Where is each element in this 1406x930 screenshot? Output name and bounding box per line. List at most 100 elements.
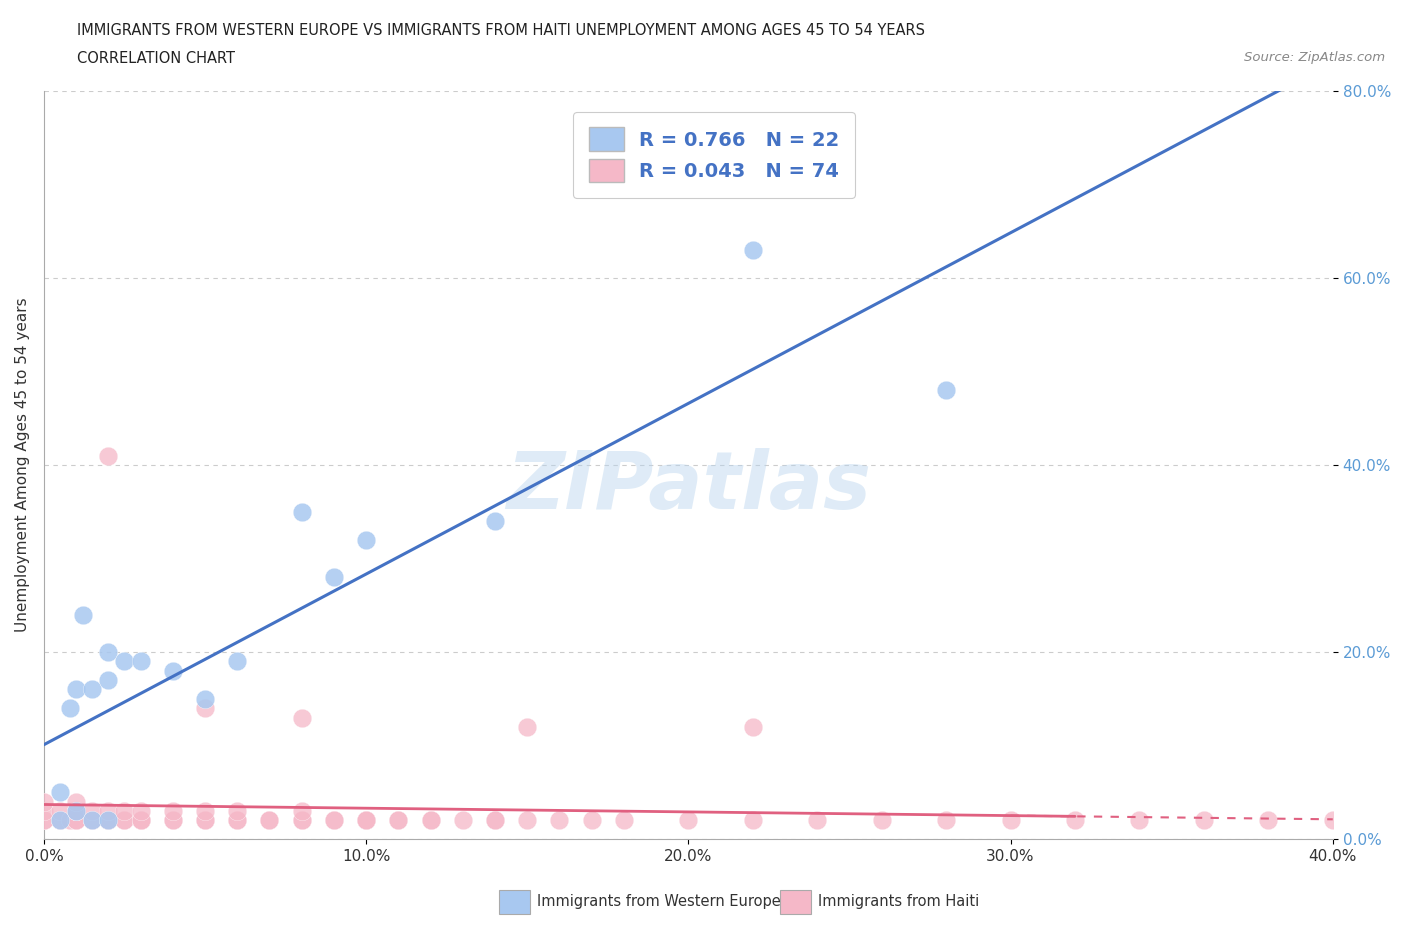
- Point: [935, 813, 957, 828]
- Point: [97, 813, 120, 828]
- Point: [129, 804, 152, 818]
- Point: [194, 813, 217, 828]
- Point: [291, 813, 314, 828]
- Point: [114, 654, 136, 669]
- Point: [806, 813, 828, 828]
- Point: [49, 813, 72, 828]
- Point: [65, 804, 87, 818]
- Point: [419, 813, 441, 828]
- Point: [291, 504, 314, 519]
- Point: [516, 813, 538, 828]
- Point: [162, 813, 184, 828]
- Point: [1192, 813, 1215, 828]
- Point: [322, 570, 344, 585]
- Text: Immigrants from Western Europe: Immigrants from Western Europe: [537, 894, 780, 909]
- Point: [82, 813, 104, 828]
- Point: [114, 813, 136, 828]
- Point: [162, 663, 184, 678]
- Point: [32, 813, 55, 828]
- Point: [129, 813, 152, 828]
- Point: [291, 804, 314, 818]
- Point: [114, 804, 136, 818]
- Point: [419, 813, 441, 828]
- Text: Immigrants from Haiti: Immigrants from Haiti: [818, 894, 980, 909]
- Text: IMMIGRANTS FROM WESTERN EUROPE VS IMMIGRANTS FROM HAITI UNEMPLOYMENT AMONG AGES : IMMIGRANTS FROM WESTERN EUROPE VS IMMIGR…: [77, 23, 925, 38]
- Text: CORRELATION CHART: CORRELATION CHART: [77, 51, 235, 66]
- Point: [194, 691, 217, 706]
- Point: [59, 813, 82, 828]
- Point: [484, 513, 506, 528]
- Point: [291, 813, 314, 828]
- Point: [49, 804, 72, 818]
- Point: [97, 813, 120, 828]
- Point: [870, 813, 893, 828]
- Point: [129, 813, 152, 828]
- Point: [65, 813, 87, 828]
- Point: [291, 711, 314, 725]
- Point: [97, 813, 120, 828]
- Point: [97, 644, 120, 659]
- Point: [194, 700, 217, 715]
- Point: [59, 700, 82, 715]
- Point: [72, 607, 94, 622]
- Y-axis label: Unemployment Among Ages 45 to 54 years: Unemployment Among Ages 45 to 54 years: [15, 298, 30, 632]
- Point: [162, 804, 184, 818]
- Point: [484, 813, 506, 828]
- Point: [354, 813, 377, 828]
- Text: ZIPatlas: ZIPatlas: [506, 448, 870, 526]
- Point: [1128, 813, 1150, 828]
- Point: [49, 813, 72, 828]
- Point: [82, 682, 104, 697]
- Point: [741, 720, 763, 735]
- Point: [65, 804, 87, 818]
- Point: [484, 813, 506, 828]
- Point: [226, 813, 249, 828]
- Point: [82, 813, 104, 828]
- Point: [451, 813, 474, 828]
- Point: [82, 813, 104, 828]
- Point: [935, 382, 957, 397]
- Point: [678, 813, 700, 828]
- Point: [194, 804, 217, 818]
- Point: [387, 813, 409, 828]
- Point: [1257, 813, 1279, 828]
- Point: [741, 813, 763, 828]
- Point: [322, 813, 344, 828]
- Point: [387, 813, 409, 828]
- Point: [65, 794, 87, 809]
- Point: [97, 672, 120, 687]
- Point: [65, 813, 87, 828]
- Point: [32, 794, 55, 809]
- Point: [581, 813, 603, 828]
- Point: [97, 813, 120, 828]
- Point: [82, 804, 104, 818]
- Point: [226, 804, 249, 818]
- Point: [162, 813, 184, 828]
- Point: [354, 813, 377, 828]
- Point: [65, 813, 87, 828]
- Point: [613, 813, 636, 828]
- Point: [354, 532, 377, 547]
- Point: [65, 804, 87, 818]
- Point: [129, 654, 152, 669]
- Point: [354, 813, 377, 828]
- Point: [1064, 813, 1087, 828]
- Point: [114, 813, 136, 828]
- Text: Source: ZipAtlas.com: Source: ZipAtlas.com: [1244, 51, 1385, 64]
- Point: [226, 654, 249, 669]
- Point: [548, 813, 571, 828]
- Point: [1322, 813, 1344, 828]
- Point: [65, 682, 87, 697]
- Point: [97, 804, 120, 818]
- Point: [32, 813, 55, 828]
- Point: [516, 720, 538, 735]
- Point: [49, 785, 72, 800]
- Point: [97, 448, 120, 463]
- Point: [741, 243, 763, 258]
- Point: [49, 813, 72, 828]
- Point: [259, 813, 281, 828]
- Point: [194, 813, 217, 828]
- Point: [322, 813, 344, 828]
- Point: [32, 804, 55, 818]
- Point: [1000, 813, 1022, 828]
